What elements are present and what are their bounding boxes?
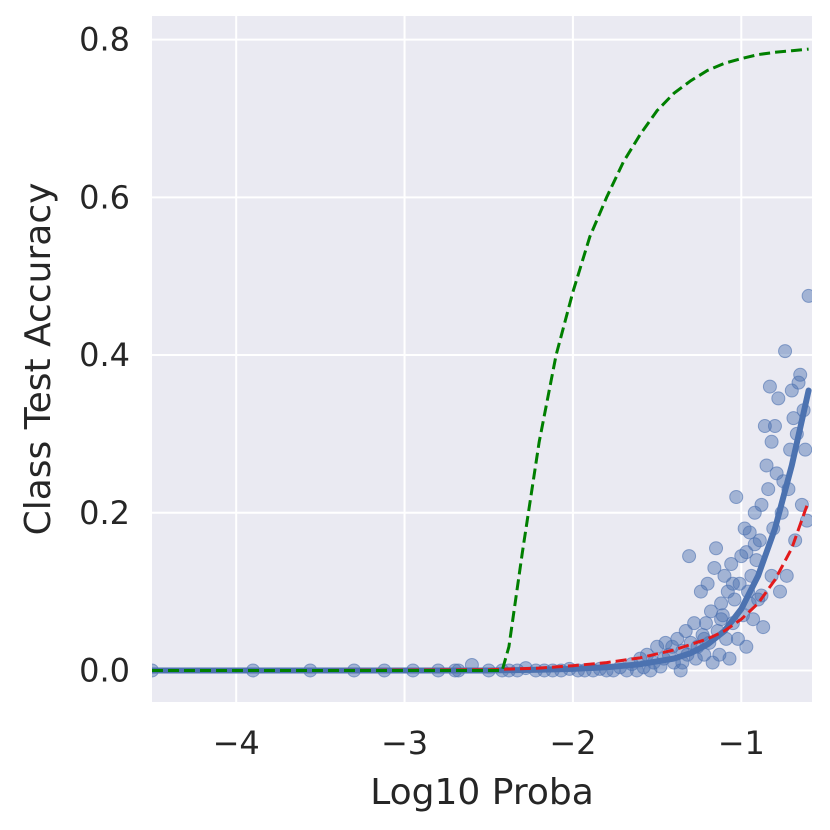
scatter-point xyxy=(709,541,724,556)
x-tick-label: −3 xyxy=(381,724,428,762)
scatter-point xyxy=(773,584,788,599)
scatter-point xyxy=(799,513,812,528)
x-tick-label: −4 xyxy=(213,724,260,762)
scatter-point xyxy=(727,592,742,607)
scatter-point xyxy=(739,545,754,560)
series-lines xyxy=(152,47,812,674)
scatter-point xyxy=(725,576,740,591)
scatter-point xyxy=(739,639,754,654)
scatter-point xyxy=(742,525,757,540)
scatter-point xyxy=(762,379,777,394)
scatter-point xyxy=(767,419,782,434)
plot-area xyxy=(152,47,812,678)
scatter-point xyxy=(707,560,722,575)
scatter-point xyxy=(700,576,715,591)
scatter-point xyxy=(779,568,794,583)
green-dashed-curve xyxy=(152,47,809,672)
scatter-point xyxy=(761,482,776,497)
scatter-point xyxy=(687,616,702,631)
plot-background xyxy=(152,16,812,702)
scatter-point xyxy=(746,612,761,627)
scatter-point xyxy=(801,288,812,303)
scatter-point xyxy=(778,344,793,359)
scatter-point xyxy=(714,612,729,627)
x-tick-label: −2 xyxy=(549,724,596,762)
scatter-point xyxy=(793,367,808,382)
scatter-point xyxy=(724,557,739,572)
x-axis-label: Log10 Proba xyxy=(370,772,594,813)
scatter-point xyxy=(698,616,713,631)
y-tick-label: 0.8 xyxy=(79,21,130,59)
red-dashed-curve xyxy=(152,500,811,672)
y-tick-label: 0.4 xyxy=(79,336,130,374)
scatter-point xyxy=(764,434,779,449)
scatter-point xyxy=(714,596,729,611)
scatter-point xyxy=(756,620,771,635)
scatter-point xyxy=(798,442,812,457)
scatter-point xyxy=(771,391,786,406)
scatter-point xyxy=(722,651,737,666)
y-axis-label: Class Test Accuracy xyxy=(18,183,59,536)
x-tick-label: −1 xyxy=(718,724,765,762)
x-tick-labels: −4 −3 −2 −1 xyxy=(213,724,765,762)
scatter-point xyxy=(682,549,697,564)
scatter-point xyxy=(757,419,772,434)
y-tick-labels: 0.0 0.2 0.4 0.6 0.8 xyxy=(79,21,130,690)
y-tick-label: 0.0 xyxy=(79,651,130,689)
scatter-point xyxy=(754,497,769,512)
y-tick-label: 0.6 xyxy=(79,178,130,216)
scatter-point xyxy=(729,489,744,504)
scatter-point xyxy=(759,458,774,473)
y-tick-label: 0.2 xyxy=(79,494,130,532)
